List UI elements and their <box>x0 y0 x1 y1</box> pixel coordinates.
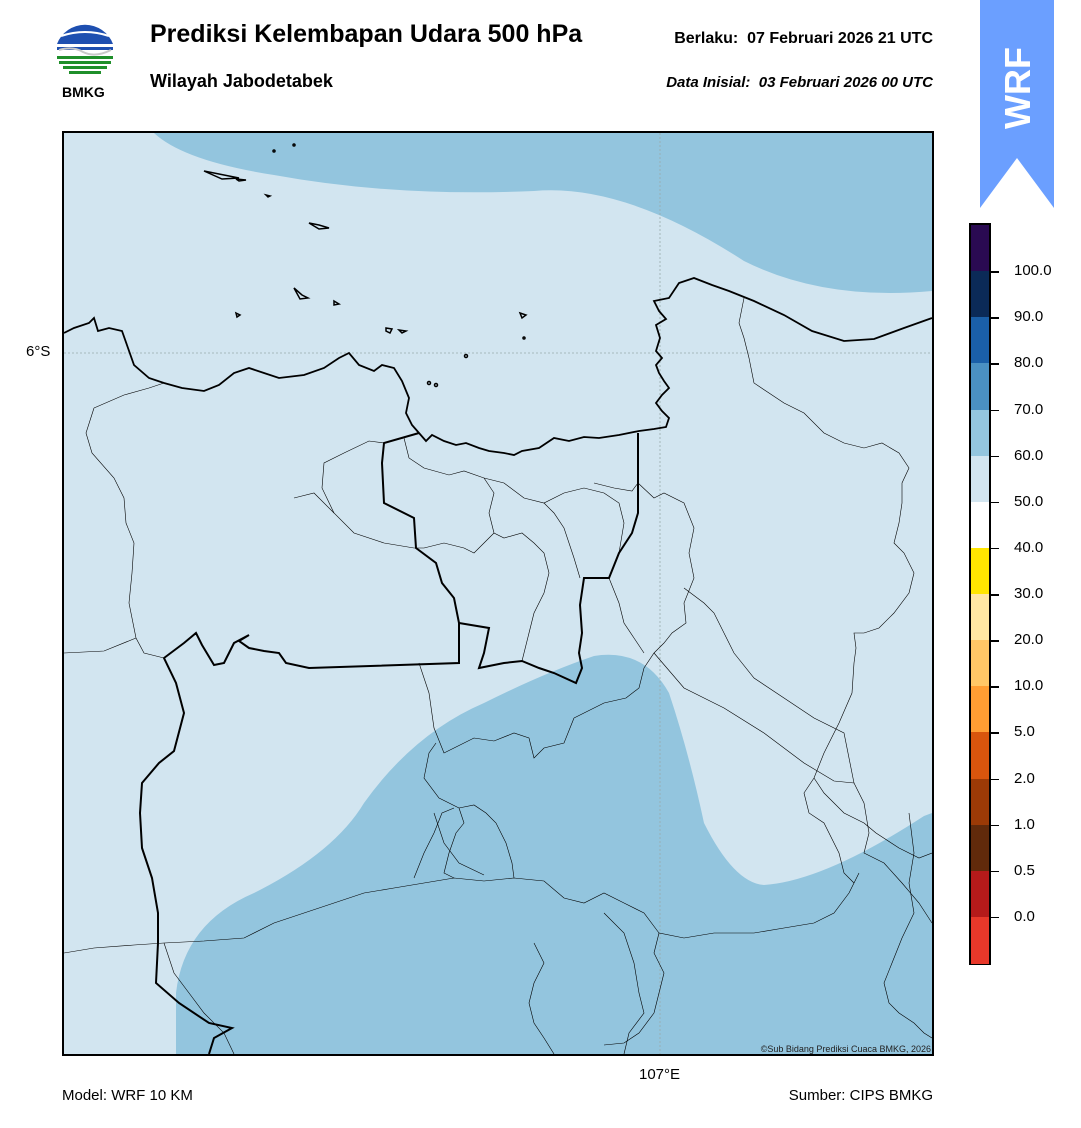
longitude-label: 107°E <box>639 1066 681 1083</box>
colorbar-segment <box>971 455 989 503</box>
colorbar-tick-label: 10.0 <box>1014 677 1044 695</box>
wrf-badge-label: WRF <box>997 47 1038 129</box>
valid-value: 07 Februari 2026 21 UTC <box>747 30 933 47</box>
colorbar-tick-label: 2.0 <box>1014 769 1035 787</box>
colorbar-segment <box>971 271 989 318</box>
colorbar-segment <box>971 686 989 733</box>
init-label: Data Inisial: <box>666 74 751 91</box>
region-subtitle: Wilayah Jabodetabek <box>150 71 333 91</box>
colorbar-tick <box>991 363 999 365</box>
colorbar-tick <box>991 547 999 550</box>
bmkg-logo-icon <box>55 22 115 82</box>
colorbar-tick-label: 60.0 <box>1014 446 1044 464</box>
valid-time: Berlaku: 07 Februari 2026 21 UTC <box>674 30 933 48</box>
colorbar-tick <box>991 916 999 919</box>
humidity-map <box>64 133 932 1054</box>
colorbar-segment <box>971 870 989 918</box>
colorbar-tick-label: 70.0 <box>1014 400 1044 418</box>
colorbar-segment <box>971 317 989 364</box>
colorbar-tick-label: 20.0 <box>1014 631 1044 649</box>
colorbar-tick <box>991 501 999 504</box>
colorbar-segment <box>971 363 989 410</box>
colorbar-segment <box>971 824 989 872</box>
regency-boundaries <box>64 297 932 1054</box>
bmkg-logo <box>53 20 117 84</box>
colorbar-tick-label: 80.0 <box>1014 354 1044 372</box>
colorbar-tick <box>991 824 999 827</box>
colorbar-tick-label: 1.0 <box>1014 815 1035 833</box>
map-title: Prediksi Kelembapan Udara 500 hPa <box>150 20 583 48</box>
humidity-field-north <box>154 133 932 293</box>
colorbar-tick-label: 100.0 <box>1014 262 1052 280</box>
colorbar-segment <box>971 225 989 272</box>
islands <box>203 143 528 388</box>
coastline <box>64 277 932 456</box>
colorbar-tick <box>991 732 999 734</box>
colorbar-tick <box>991 409 999 411</box>
colorbar-segment <box>971 547 989 595</box>
map-panel <box>62 131 934 1056</box>
colorbar-segment <box>971 732 989 779</box>
colorbar-segment <box>971 501 989 549</box>
colorbar-segment <box>971 594 989 641</box>
colorbar-tick <box>991 271 999 273</box>
colorbar-segment <box>971 640 989 687</box>
wrf-badge: WRF <box>980 0 1054 208</box>
colorbar-tick <box>991 317 999 319</box>
colorbar-tick-label: 50.0 <box>1014 492 1044 510</box>
init-time: Data Inisial: 03 Februari 2026 00 UTC <box>666 74 933 91</box>
colorbar <box>969 223 991 965</box>
humidity-field-south <box>176 654 932 1054</box>
colorbar-tick <box>991 778 999 780</box>
logo-label: BMKG <box>62 84 105 100</box>
map-credit: ©Sub Bidang Prediksi Cuaca BMKG, 2026 <box>760 1044 931 1054</box>
colorbar-segment <box>971 916 989 964</box>
province-boundary-east <box>380 432 639 685</box>
colorbar-tick-label: 30.0 <box>1014 585 1044 602</box>
colorbar-tick-label: 90.0 <box>1014 308 1044 326</box>
latitude-label: 6°S <box>26 343 51 360</box>
colorbar-tick <box>991 686 999 688</box>
colorbar-tick <box>991 594 999 596</box>
colorbar-tick-label: 40.0 <box>1014 538 1044 556</box>
valid-label: Berlaku: <box>674 30 739 47</box>
colorbar-tick <box>991 870 999 873</box>
source-label: Sumber: CIPS BMKG <box>788 1087 933 1104</box>
model-label: Model: WRF 10 KM <box>62 1087 193 1104</box>
colorbar-tick-label: 0.0 <box>1014 907 1035 925</box>
colorbar-tick <box>991 455 999 458</box>
colorbar-segment <box>971 409 989 457</box>
colorbar-segment <box>971 778 989 826</box>
colorbar-tick-label: 5.0 <box>1014 723 1035 741</box>
init-value: 03 Februari 2026 00 UTC <box>758 74 933 91</box>
colorbar-tick <box>991 640 999 642</box>
province-boundary-west <box>138 623 460 1054</box>
colorbar-tick-label: 0.5 <box>1014 861 1035 879</box>
